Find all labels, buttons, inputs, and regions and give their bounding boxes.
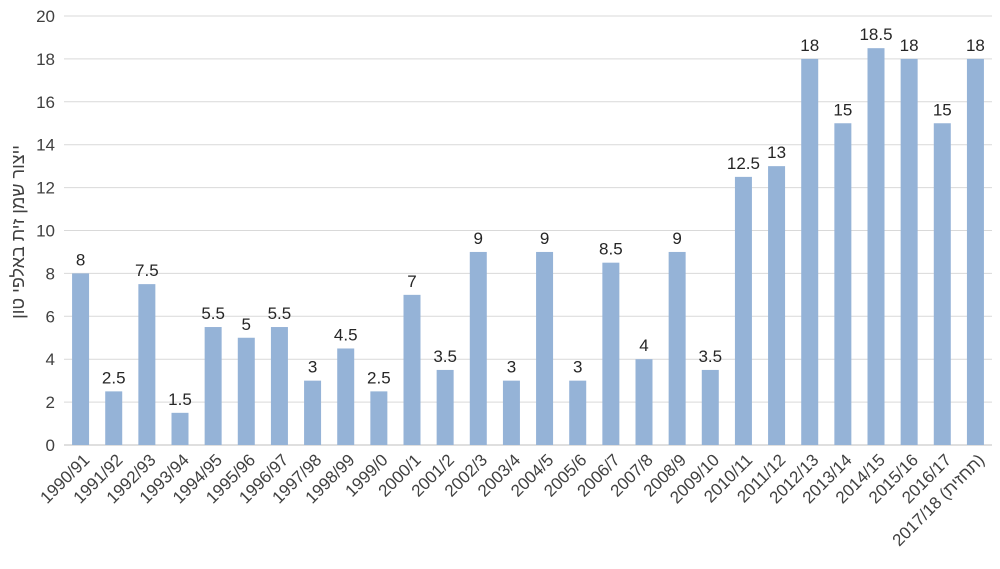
y-tick-label: 14 bbox=[36, 136, 55, 155]
data-label: 15 bbox=[933, 100, 952, 119]
data-label: 7 bbox=[407, 272, 416, 291]
gridlines bbox=[64, 15, 992, 446]
bar bbox=[403, 294, 421, 445]
data-label: 4.5 bbox=[334, 325, 358, 344]
bar bbox=[270, 327, 288, 445]
data-label: 18.5 bbox=[859, 25, 892, 44]
y-tick-label: 12 bbox=[36, 179, 55, 198]
bar bbox=[502, 380, 520, 445]
bars bbox=[72, 48, 984, 446]
y-axis-ticks: 0 2 4 6 8 10 12 14 16 18 20 bbox=[36, 7, 55, 455]
bar bbox=[337, 348, 355, 445]
y-tick-label: 16 bbox=[36, 93, 55, 112]
bar bbox=[900, 58, 918, 446]
data-label: 4 bbox=[639, 336, 648, 355]
bar bbox=[105, 391, 123, 445]
data-label: 18 bbox=[966, 36, 985, 55]
data-label: 5 bbox=[242, 315, 251, 334]
bar bbox=[701, 369, 719, 445]
bar bbox=[668, 251, 686, 445]
bar bbox=[966, 58, 984, 446]
data-label: 2.5 bbox=[102, 368, 126, 387]
bar bbox=[536, 251, 554, 445]
data-label: 13 bbox=[767, 143, 786, 162]
data-label: 8.5 bbox=[599, 240, 623, 259]
y-tick-label: 10 bbox=[36, 222, 55, 241]
bar bbox=[304, 380, 322, 445]
x-axis-ticks: 1990/911991/921992/931993/941994/951995/… bbox=[37, 450, 989, 550]
data-label: 3 bbox=[573, 358, 582, 377]
bar bbox=[204, 327, 222, 445]
bar bbox=[370, 391, 388, 445]
y-axis-title: ייצור שמן זית באלפי טון bbox=[8, 145, 28, 319]
data-label: 3.5 bbox=[698, 347, 722, 366]
bar bbox=[635, 359, 653, 445]
bar bbox=[436, 369, 454, 445]
y-tick-label: 18 bbox=[36, 50, 55, 69]
bar bbox=[237, 337, 255, 445]
y-tick-label: 0 bbox=[46, 436, 55, 455]
bar bbox=[469, 251, 487, 445]
data-label: 15 bbox=[833, 100, 852, 119]
bar bbox=[768, 166, 786, 445]
bar bbox=[801, 58, 819, 446]
y-tick-label: 4 bbox=[46, 350, 55, 369]
data-label: 3 bbox=[308, 358, 317, 377]
bar bbox=[834, 123, 852, 445]
data-label: 9 bbox=[540, 229, 549, 248]
data-label: 5.5 bbox=[268, 304, 292, 323]
data-label: 9 bbox=[474, 229, 483, 248]
bar bbox=[933, 123, 951, 445]
data-label: 8 bbox=[76, 250, 85, 269]
bar bbox=[602, 262, 620, 445]
data-label: 12.5 bbox=[727, 154, 760, 173]
data-label: 3.5 bbox=[433, 347, 457, 366]
data-label: 7.5 bbox=[135, 261, 159, 280]
data-label: 1.5 bbox=[168, 390, 192, 409]
bar bbox=[72, 273, 90, 445]
y-tick-label: 2 bbox=[46, 393, 55, 412]
data-label: 9 bbox=[672, 229, 681, 248]
data-labels: 8 2.5 7.5 1.5 5.5 5 5.5 3 4.5 2.5 7 3.5 9 3 9 3 8.5 4 9 3.5… bbox=[76, 25, 985, 409]
data-label: 5.5 bbox=[201, 304, 225, 323]
y-tick-label: 8 bbox=[46, 264, 55, 283]
bar bbox=[569, 380, 587, 445]
data-label: 2.5 bbox=[367, 368, 391, 387]
data-label: 18 bbox=[900, 36, 919, 55]
data-label: 18 bbox=[800, 36, 819, 55]
bar bbox=[867, 48, 885, 446]
data-label: 3 bbox=[507, 358, 516, 377]
bar bbox=[138, 284, 156, 445]
y-tick-label: 6 bbox=[46, 307, 55, 326]
bar bbox=[171, 412, 189, 445]
bar bbox=[734, 176, 752, 445]
y-tick-label: 20 bbox=[36, 7, 55, 26]
